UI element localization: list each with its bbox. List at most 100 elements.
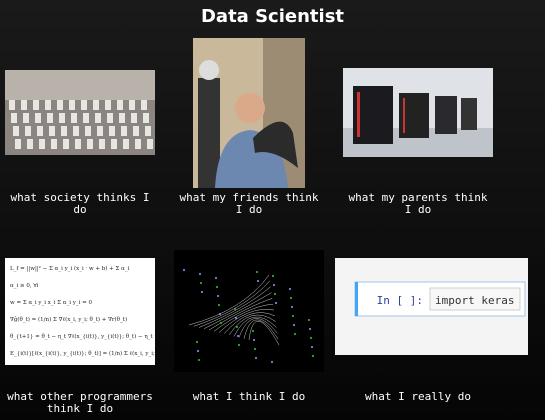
formula: θ_{t+1} = θ_t − η_t ∇ℓ(x_{i(t)}, y_{i(t)… xyxy=(10,333,155,340)
formula: w = Σ α_i y_i x_i Σ α_i y_i = 0 xyxy=(10,300,92,306)
robot xyxy=(33,100,39,110)
point xyxy=(237,335,239,337)
robot xyxy=(85,126,91,136)
robot xyxy=(105,100,111,110)
caption: what I really do xyxy=(365,390,471,403)
formula: E_{i(t)}[ℓ(x_{i(t)}, y_{i(t)}; θ_t)] = (… xyxy=(10,350,155,357)
robot xyxy=(37,126,43,136)
point xyxy=(309,328,311,330)
code: import keras xyxy=(435,294,514,307)
robot xyxy=(47,113,53,123)
robot xyxy=(35,113,41,123)
robot xyxy=(87,139,93,149)
robot xyxy=(147,139,153,149)
robot xyxy=(15,139,21,149)
point xyxy=(199,273,201,275)
robot xyxy=(97,126,103,136)
robot xyxy=(117,100,123,110)
surface-line xyxy=(193,280,271,327)
robot xyxy=(99,139,105,149)
notebook-cell: In [ ]: import keras xyxy=(335,258,528,355)
point xyxy=(201,291,203,293)
point xyxy=(253,339,255,341)
surface-line xyxy=(188,274,270,326)
robot xyxy=(23,113,29,123)
surface-line xyxy=(233,316,277,337)
robot xyxy=(49,126,55,136)
point xyxy=(217,295,219,297)
robot xyxy=(9,100,15,110)
robot xyxy=(51,139,57,149)
point xyxy=(235,317,237,319)
robot xyxy=(73,126,79,136)
robot xyxy=(135,139,141,149)
point xyxy=(220,322,222,324)
formula: α_i ≥ 0, ∀i xyxy=(10,282,39,289)
point xyxy=(236,326,238,328)
point xyxy=(200,282,202,284)
robot xyxy=(57,100,63,110)
formulas: L_f = ||w||² − Σ α_i y_i (x_i · w + b) +… xyxy=(5,258,155,365)
point xyxy=(294,333,296,335)
point xyxy=(234,308,236,310)
robot xyxy=(61,126,67,136)
robot xyxy=(11,113,17,123)
formula: L_f = ||w||² − Σ α_i y_i (x_i · w + b) +… xyxy=(10,265,130,272)
surface-line xyxy=(213,303,274,332)
point xyxy=(272,275,274,277)
caption: what society thinks I do xyxy=(10,191,150,216)
robot xyxy=(13,126,19,136)
point xyxy=(275,302,277,304)
point xyxy=(273,284,275,286)
point xyxy=(290,297,292,299)
robot xyxy=(59,113,65,123)
surface-line xyxy=(198,286,271,328)
point xyxy=(218,304,220,306)
point xyxy=(293,324,295,326)
prompt: In [ ]: xyxy=(377,294,423,307)
robot xyxy=(27,139,33,149)
point xyxy=(238,344,240,346)
robot xyxy=(123,139,129,149)
point xyxy=(271,361,273,363)
robot xyxy=(95,113,101,123)
point xyxy=(291,306,293,308)
point xyxy=(215,277,217,279)
point xyxy=(312,355,314,357)
robot xyxy=(75,139,81,149)
friend-photo xyxy=(193,38,305,188)
point xyxy=(183,269,185,271)
robot xyxy=(141,100,147,110)
surface-line xyxy=(208,298,273,331)
point xyxy=(292,315,294,317)
servers-photo xyxy=(343,68,493,157)
robot xyxy=(111,139,117,149)
robot xyxy=(21,100,27,110)
point xyxy=(197,350,199,352)
point xyxy=(254,348,256,350)
point xyxy=(274,293,276,295)
point xyxy=(310,337,312,339)
point xyxy=(308,319,310,321)
point xyxy=(256,271,258,273)
point xyxy=(216,286,218,288)
point xyxy=(198,359,200,361)
robot xyxy=(133,126,139,136)
robots-photo xyxy=(5,70,155,155)
robot xyxy=(107,113,113,123)
formula: ∇ĝ(θ_t) = (1/n) Σ ∇ℓ(x_i, y_i; θ_t) + ∇r… xyxy=(10,316,127,323)
point xyxy=(196,341,198,343)
surface-line xyxy=(238,318,278,338)
point xyxy=(255,357,257,359)
robot xyxy=(71,113,77,123)
surface-line xyxy=(248,320,280,346)
robot xyxy=(143,113,149,123)
caption: what other programmers think I do xyxy=(7,390,153,415)
robot xyxy=(145,126,151,136)
caption: what I think I do xyxy=(192,390,306,403)
robot xyxy=(119,113,125,123)
surface-line xyxy=(223,312,275,334)
surface-line xyxy=(228,314,276,336)
robot xyxy=(81,100,87,110)
